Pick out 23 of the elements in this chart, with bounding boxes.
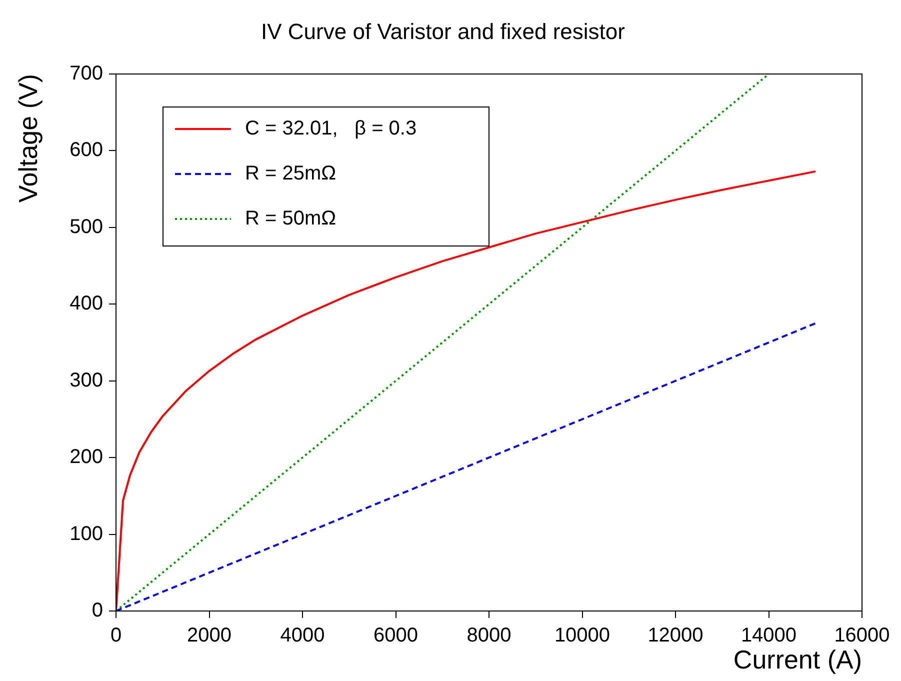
y-tick-label: 300 — [70, 369, 103, 392]
x-tick-label: 2000 — [187, 624, 232, 647]
y-tick-label: 600 — [70, 139, 103, 162]
x-tick-label: 0 — [110, 624, 122, 647]
chart-title: IV Curve of Varistor and fixed resistor — [261, 19, 625, 44]
y-axis-title: Voltage (V) — [12, 74, 43, 203]
x-tick-label: 16000 — [834, 624, 890, 647]
x-tick-label: 14000 — [740, 624, 797, 647]
legend-label: R = 25mΩ — [245, 162, 336, 185]
legend-label: C = 32.01, β = 0.3 — [245, 118, 417, 140]
y-tick-label: 200 — [70, 446, 103, 468]
y-tick-label: 500 — [70, 216, 103, 238]
x-tick-label: 10000 — [554, 624, 610, 647]
y-tick-label: 700 — [70, 62, 103, 85]
x-tick-label: 12000 — [648, 624, 704, 647]
y-tick-label: 100 — [70, 522, 103, 545]
y-tick-label: 400 — [70, 292, 103, 315]
x-axis-title: Current (A) — [733, 644, 862, 675]
y-tick-label: 0 — [92, 600, 103, 622]
legend-label: R = 50mΩ — [245, 208, 336, 230]
x-tick-label: 8000 — [466, 624, 512, 647]
x-tick-label: 4000 — [280, 624, 325, 647]
x-tick-label: 6000 — [374, 624, 418, 647]
